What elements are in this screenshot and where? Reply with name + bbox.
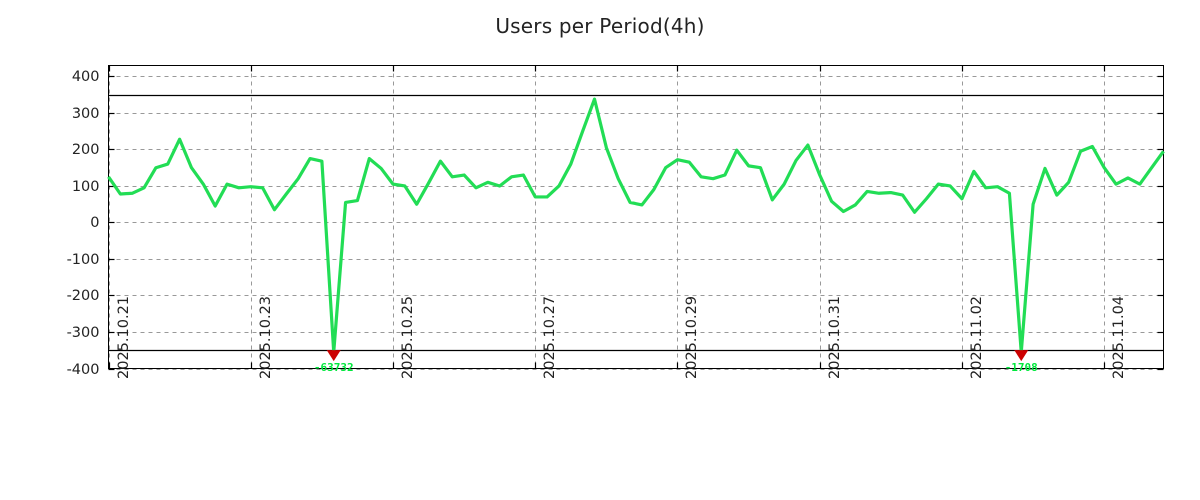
plot-frame bbox=[108, 65, 1164, 369]
y-tick-label: -400 bbox=[66, 361, 100, 378]
anomaly-annotation-label: -63732 bbox=[313, 361, 354, 375]
x-tick-label: 2025.10.31 bbox=[826, 295, 843, 379]
x-tick-label: 2025.10.21 bbox=[115, 295, 132, 379]
anomaly-annotation-label: -1708 bbox=[1004, 361, 1038, 375]
gridlines bbox=[108, 65, 1164, 370]
y-tick-label: -100 bbox=[66, 251, 100, 268]
y-tick-label: 200 bbox=[71, 141, 100, 158]
x-tick-label: 2025.10.27 bbox=[541, 295, 558, 379]
x-tick-label: 2025.11.02 bbox=[968, 295, 985, 379]
y-tick-label: 300 bbox=[71, 105, 100, 122]
x-tick-label: 2025.11.04 bbox=[1110, 295, 1127, 379]
anomaly-markers bbox=[326, 350, 1029, 362]
y-tick-label: 0 bbox=[90, 214, 100, 231]
y-tick-label: -300 bbox=[66, 324, 100, 341]
axis-ticks bbox=[108, 65, 1164, 371]
x-tick-label: 2025.10.25 bbox=[399, 295, 416, 379]
threshold-lines bbox=[108, 94, 1164, 352]
chart-title: Users per Period(4h) bbox=[495, 14, 705, 38]
x-tick-label: 2025.10.23 bbox=[257, 295, 274, 379]
y-tick-label: -200 bbox=[66, 287, 100, 304]
x-tick-label: 2025.10.29 bbox=[683, 295, 700, 379]
y-tick-label: 100 bbox=[71, 178, 100, 195]
y-tick-label: 400 bbox=[71, 68, 100, 85]
data-series-users bbox=[107, 97, 1165, 354]
